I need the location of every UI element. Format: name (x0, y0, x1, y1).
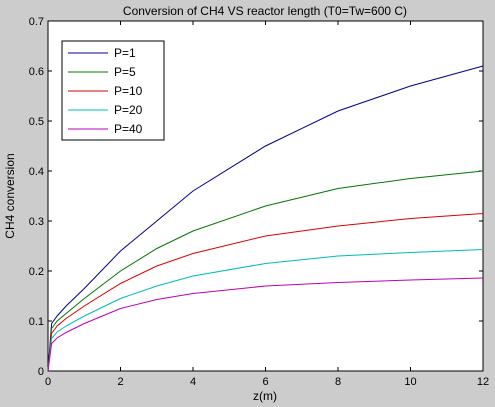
legend-label: P=40 (114, 122, 143, 136)
series-line-p-1 (47, 65, 484, 372)
x-tick-label: 12 (477, 376, 489, 388)
series-line-p-20 (47, 249, 484, 372)
y-tick-label: 0.4 (29, 166, 44, 178)
series-line-p-40 (47, 277, 484, 372)
chart-title: Conversion of CH4 VS reactor length (T0=… (123, 4, 407, 18)
series-line-p-5 (47, 170, 484, 372)
series-lines (47, 65, 484, 372)
y-axis-label: CH4 conversion (3, 153, 17, 238)
y-tick-label: 0.5 (29, 116, 44, 128)
y-tick-label: 0.1 (29, 316, 44, 328)
x-tick-label: 6 (262, 376, 268, 388)
x-tick-label: 10 (404, 376, 416, 388)
series-line-p-10 (47, 213, 484, 372)
y-tick-label: 0.3 (29, 216, 44, 228)
y-tick-label: 0.7 (29, 16, 44, 28)
axis-ticks: 0 2 4 6 8 10 12 0 0.1 0.2 0.3 0.4 0.5 0.6 0.7 (29, 16, 489, 388)
legend: P=1 P=5 P=10 P=20 P=40 (61, 40, 165, 141)
x-tick-label: 0 (45, 376, 51, 388)
x-axis-label: z(m) (253, 389, 277, 403)
x-tick-label: 8 (335, 376, 341, 388)
x-tick-label: 2 (117, 376, 123, 388)
y-tick-label: 0.6 (29, 66, 44, 78)
y-tick-label: 0 (38, 366, 44, 378)
legend-label: P=10 (114, 84, 143, 98)
legend-label: P=5 (114, 65, 136, 79)
y-tick-label: 0.2 (29, 266, 44, 278)
legend-label: P=1 (114, 46, 136, 60)
x-tick-label: 4 (190, 376, 196, 388)
legend-label: P=20 (114, 103, 143, 117)
